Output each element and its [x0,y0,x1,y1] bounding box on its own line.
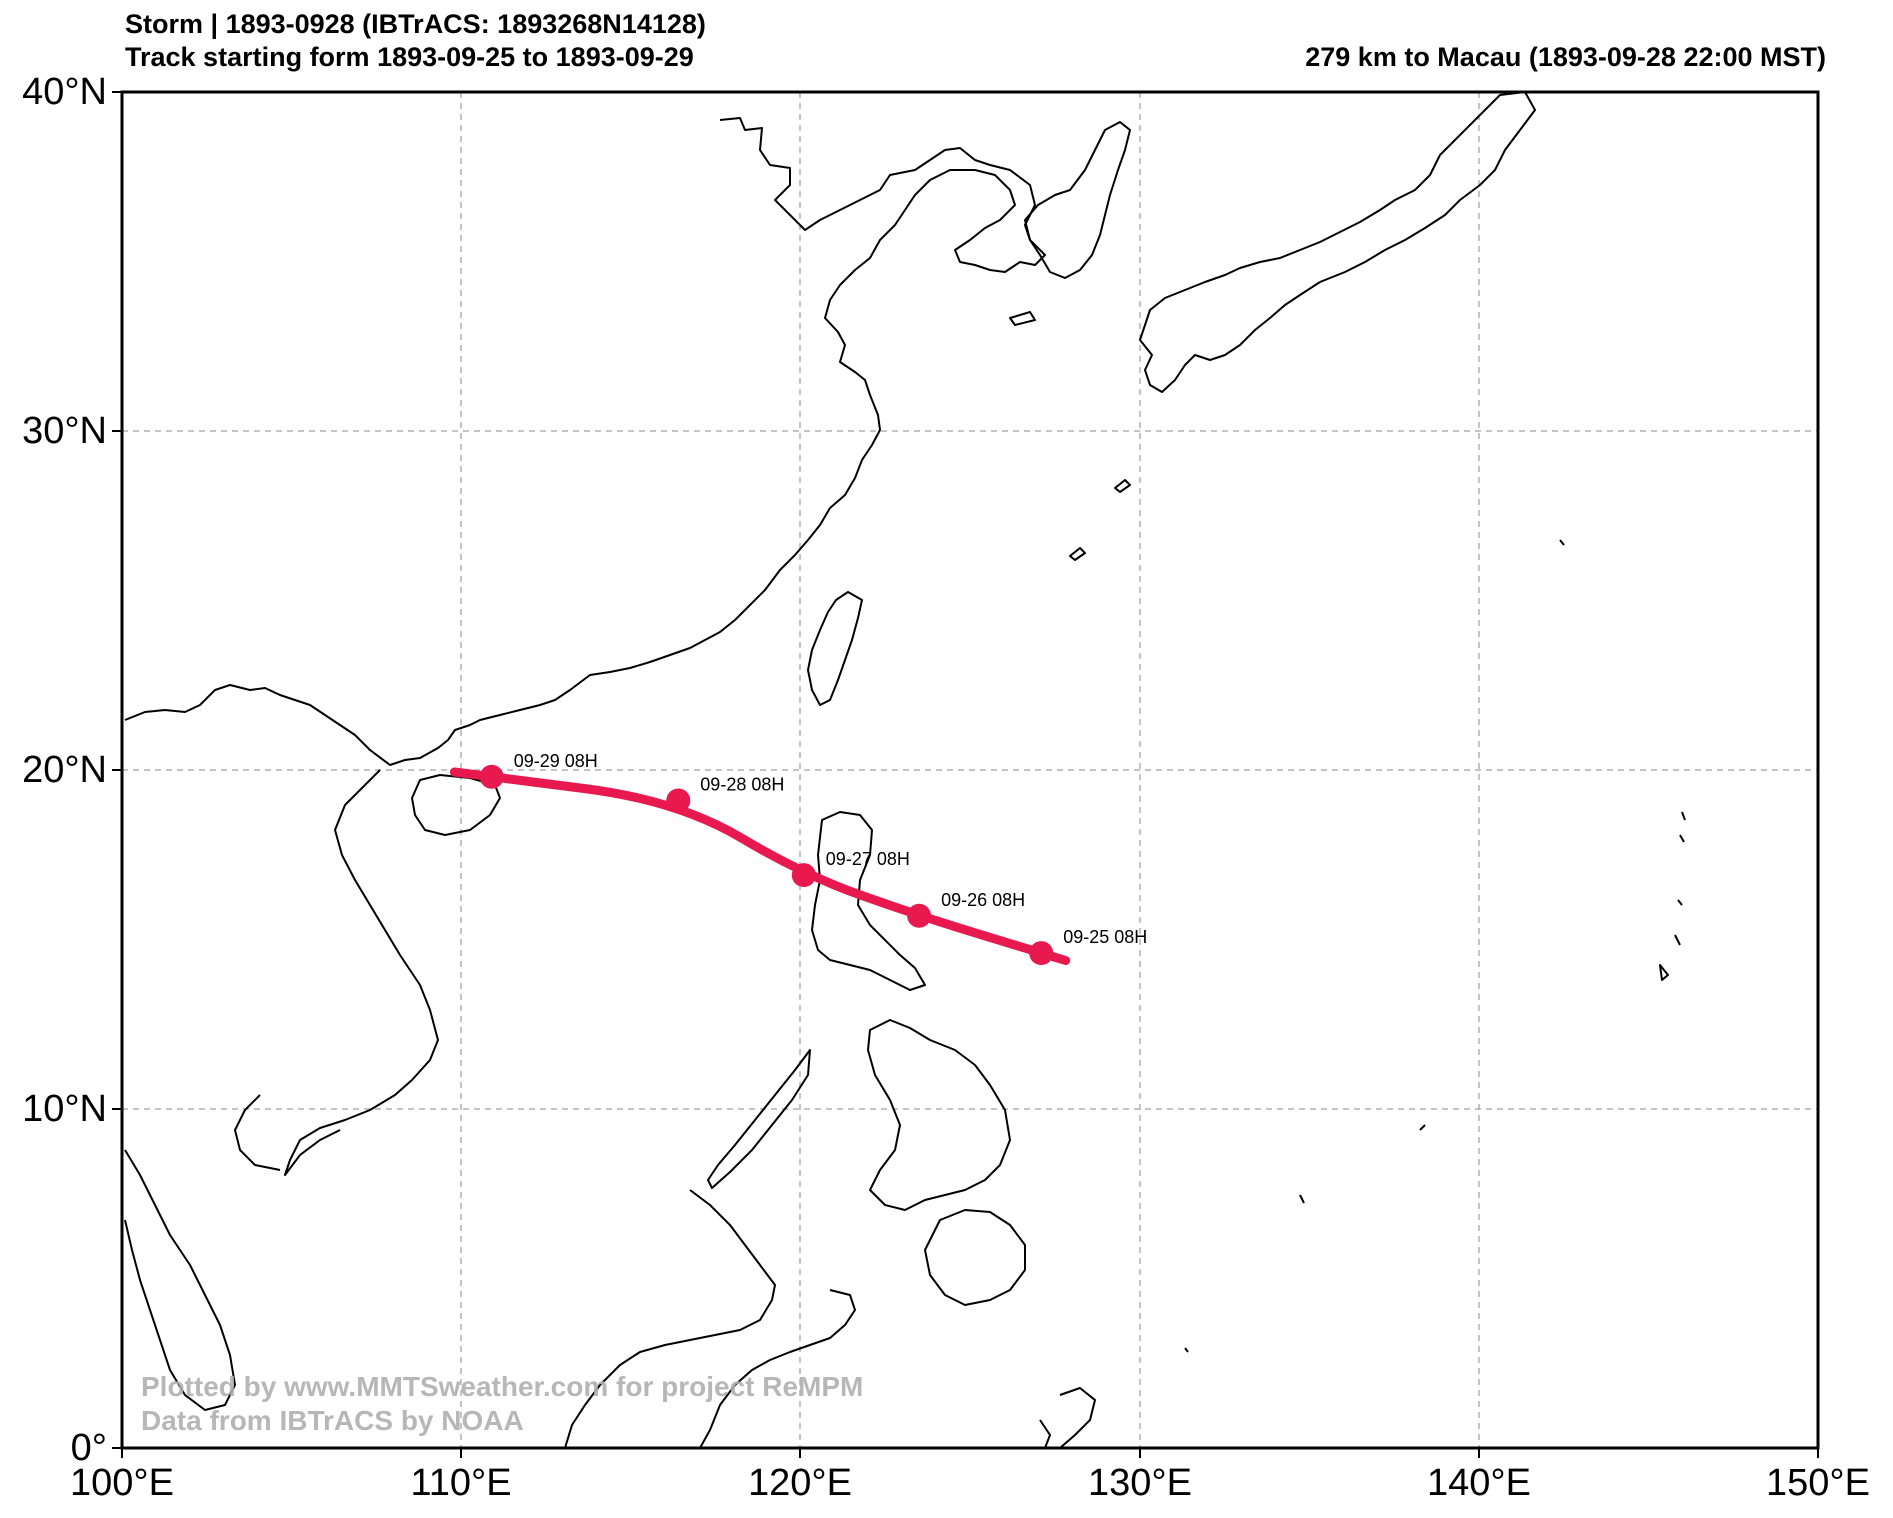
distance-info: 279 km to Macau (1893-09-28 22:00 MST) [1305,42,1826,72]
axis-ticks [112,91,1819,1458]
coastline-mindanao [924,1209,1026,1306]
title-line-2: Track starting form 1893-09-25 to 1893-0… [125,42,694,72]
track-point-label: 09-28 08H [700,775,784,795]
track-point-label: 09-29 08H [514,751,598,771]
lat-label-0: 0° [70,1427,107,1469]
lon-label-130: 130°E [1088,1462,1192,1504]
coastline-luzon [811,811,926,991]
lon-label-100: 100°E [70,1462,174,1504]
coastline-sulawesi [1039,1387,1096,1449]
track-point-label: 09-27 08H [826,849,910,869]
track-point[interactable] [1029,941,1054,966]
lat-label-30: 30°N [22,410,107,452]
lat-label-10: 10°N [22,1088,107,1130]
track-point-label: 09-25 08H [1063,927,1147,947]
title-line-1: Storm | 1893-0928 (IBTrACS: 1893268N1412… [125,9,706,39]
lon-label-120: 120°E [748,1462,852,1504]
track-point[interactable] [907,903,932,928]
coastline-visayas [867,1019,1011,1211]
gridlines [122,92,1818,1448]
coastline-borneo [564,1189,856,1449]
coastline-palawan [707,1049,811,1189]
watermark: Plotted by www.MMTSweather.com for proje… [141,1370,863,1438]
lon-label-140: 140°E [1427,1462,1531,1504]
watermark-line-2: Data from IBTrACS by NOAA [141,1405,524,1436]
watermark-line-1: Plotted by www.MMTSweather.com for proje… [141,1371,864,1402]
coastlines [124,91,1686,1449]
coastline-indochina [234,769,439,1176]
map-title: Storm | 1893-0928 (IBTrACS: 1893268N1412… [125,8,706,74]
track-point[interactable] [666,788,691,813]
track-point[interactable] [479,764,504,789]
lon-label-110: 110°E [410,1462,512,1504]
storm-track-line [449,767,1071,965]
coastline-malay [124,1149,236,1411]
track-point[interactable] [791,863,816,888]
lat-label-20: 20°N [22,749,107,791]
lon-label-150: 150°E [1766,1462,1870,1504]
track-point-label: 09-26 08H [941,890,1025,910]
coastline-japan [1139,91,1536,393]
storm-track: 09-25 08H 09-26 08H 09-27 08H 09-28 08H 09-2… [449,751,1147,966]
coastline-china [124,117,1046,766]
lat-label-40: 40°N [22,71,107,113]
coastline-korea [1024,121,1131,279]
coastline-islands [1009,311,1686,1353]
coastline-taiwan [807,591,863,706]
